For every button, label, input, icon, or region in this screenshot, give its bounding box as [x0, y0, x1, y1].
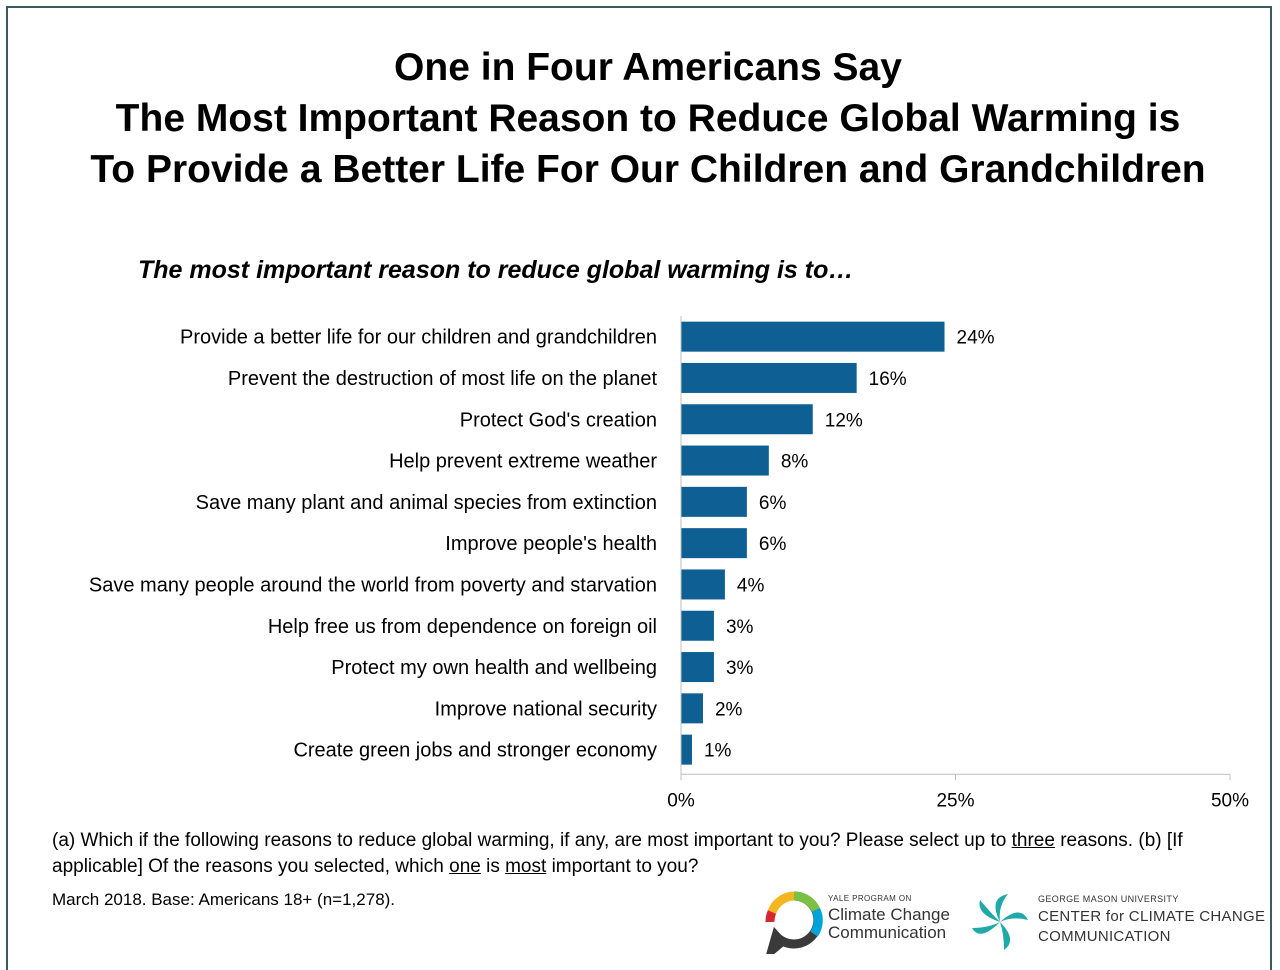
- gmu-logo-small-text: GEORGE MASON UNIVERSITY: [1038, 894, 1179, 904]
- gmu-logo-line-1: CENTER for CLIMATE CHANGE: [1038, 908, 1266, 925]
- gmu-logo-line-2: COMMUNICATION: [1038, 928, 1171, 945]
- question-emph-most: most: [505, 856, 547, 877]
- value-label: 16%: [869, 369, 907, 390]
- value-label: 4%: [737, 575, 765, 596]
- yale-logo-line-1: Climate Change: [828, 905, 950, 924]
- bar: [681, 445, 769, 476]
- bar: [681, 404, 813, 435]
- gmu-center-logo: GEORGE MASON UNIVERSITY CENTER for CLIMA…: [968, 890, 1265, 954]
- category-label: Help prevent extreme weather: [389, 451, 657, 473]
- category-label: Create green jobs and stronger economy: [293, 740, 657, 762]
- category-label: Save many people around the world from p…: [89, 574, 657, 596]
- category-label: Save many plant and animal species from …: [196, 492, 657, 514]
- bar: [681, 693, 703, 724]
- category-label: Provide a better life for our children a…: [180, 327, 657, 349]
- chart-title: One in Four Americans Say The Most Impor…: [0, 42, 1280, 195]
- survey-base-note: March 2018. Base: Americans 18+ (n=1,278…: [52, 890, 396, 909]
- chart-subtitle: The most important reason to reduce glob…: [138, 256, 854, 284]
- value-label: 12%: [825, 410, 863, 431]
- value-label: 6%: [759, 493, 787, 514]
- value-label: 3%: [726, 617, 754, 638]
- question-part-4: important to you?: [546, 856, 699, 877]
- bar: [681, 321, 945, 352]
- category-label: Improve national security: [435, 698, 657, 720]
- bar: [681, 362, 857, 393]
- yale-speech-bubble-icon: [763, 891, 823, 963]
- category-label: Improve people's health: [445, 533, 657, 555]
- value-label: 24%: [957, 328, 995, 349]
- bar: [681, 734, 692, 765]
- title-line-1: One in Four Americans Say: [394, 46, 902, 89]
- x-tick-label: 0%: [667, 790, 695, 811]
- yale-logo-line-2: Communication: [828, 923, 947, 942]
- x-tick-label: 25%: [936, 790, 974, 811]
- value-label: 1%: [704, 741, 732, 762]
- category-label: Protect God's creation: [460, 409, 657, 431]
- question-part-3: is: [480, 856, 506, 877]
- x-tick-label: 50%: [1211, 790, 1249, 811]
- question-emph-one: one: [449, 856, 481, 877]
- question-part-1: (a) Which if the following reasons to re…: [52, 830, 1012, 851]
- gmu-swirl-icon: [972, 894, 1028, 950]
- bar: [681, 528, 747, 559]
- value-label: 2%: [715, 699, 743, 720]
- category-label: Help free us from dependence on foreign …: [268, 616, 657, 638]
- bar: [681, 610, 714, 641]
- title-line-2: The Most Important Reason to Reduce Glob…: [115, 97, 1181, 140]
- survey-question: (a) Which if the following reasons to re…: [52, 828, 1232, 880]
- yale-logo-text: Climate Change Communication: [828, 906, 950, 942]
- question-part-2: reasons. (b) [If applicable] Of the reas…: [52, 830, 1183, 877]
- yale-climate-logo: YALE PROGRAM ON Climate Change Communica…: [763, 890, 964, 963]
- yale-logo-small-text: YALE PROGRAM ON: [828, 894, 912, 903]
- category-label: Prevent the destruction of most life on …: [228, 368, 658, 390]
- gmu-logo-text: CENTER for CLIMATE CHANGE COMMUNICATION: [1038, 907, 1265, 947]
- value-label: 3%: [726, 658, 754, 679]
- value-label: 8%: [781, 452, 809, 473]
- title-line-3: To Provide a Better Life For Our Childre…: [90, 148, 1206, 191]
- question-emph-three: three: [1011, 830, 1055, 851]
- bar: [681, 486, 747, 517]
- bar: [681, 652, 714, 683]
- category-label: Protect my own health and wellbeing: [331, 657, 657, 679]
- slide-frame: [6, 6, 1272, 970]
- bar: [681, 569, 725, 600]
- value-label: 6%: [759, 534, 787, 555]
